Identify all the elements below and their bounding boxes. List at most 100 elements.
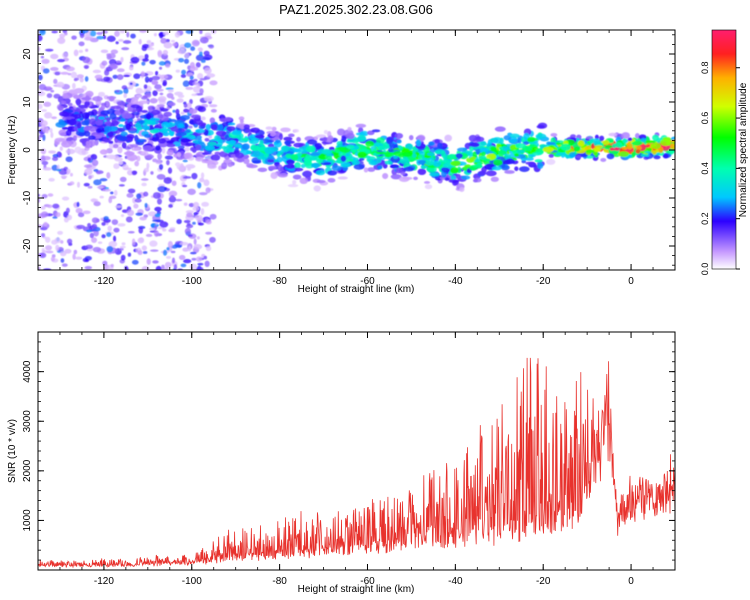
spectrogram-ridge-blob [207, 164, 217, 169]
spectrogram-noise-blob [39, 252, 47, 259]
spectrogram-ridge-blob [294, 162, 301, 169]
spectrogram-noise-blob [155, 159, 163, 165]
spectrogram-noise-blob [50, 53, 59, 60]
spectrogram-noise-blob [164, 261, 172, 269]
spectrogram-ridge-blob [87, 125, 98, 132]
spectrogram-noise-blob [57, 230, 64, 235]
spectrogram-ridge-blob [277, 173, 288, 178]
spectrogram-ridge-blob [376, 157, 382, 164]
spectrogram-noise-blob [52, 216, 58, 219]
spectrogram-noise-blob [173, 263, 178, 270]
spectrogram-ridge-blob [217, 124, 224, 132]
spectrogram-ridge-blob [493, 159, 503, 166]
spectrogram-ridge-blob [136, 138, 147, 143]
spectrogram-noise-blob [73, 49, 79, 57]
spectrogram-noise-blob [199, 177, 205, 183]
spectrogram-ridge-blob [299, 177, 308, 185]
spectrogram-noise-blob [106, 245, 114, 253]
spectrogram-ridge-blob [658, 146, 664, 153]
spectrogram-noise-blob [49, 67, 59, 71]
spectrogram-noise-blob [158, 164, 164, 170]
spectrogram-ridge-blob [483, 158, 491, 162]
spectrogram-ridge-blob [84, 144, 91, 149]
spectrogram-ridge-blob [120, 131, 128, 137]
spectrogram-ridge-blob [537, 122, 548, 129]
snr-ytick-label: 1000 [22, 509, 33, 532]
spectrogram-ridge-blob [375, 151, 387, 155]
spectrogram-ridge-blob [309, 152, 321, 157]
spectrogram-noise-blob [110, 49, 119, 55]
spectrogram-ridge-blob [499, 146, 504, 150]
spectrogram-noise-blob [141, 61, 146, 66]
spectrogram-ridge-blob [450, 160, 461, 167]
spectrogram-noise-blob [200, 116, 206, 121]
spectrogram-ridge-blob [644, 140, 655, 144]
snr-ylabel: SNR (10 * v/v) [7, 419, 18, 483]
spectrogram-ridge-blob [382, 172, 389, 180]
spectrogram-noise-blob [43, 112, 53, 119]
spectrogram-noise-blob [66, 238, 73, 245]
spectrogram-ridge-blob [214, 151, 221, 156]
spectrogram-ridge-blob [264, 147, 275, 155]
spectrogram-noise-blob [192, 86, 202, 93]
spectrogram-noise-blob [192, 221, 196, 225]
spectrogram-noise-blob [199, 36, 209, 44]
spectrogram-ridge-blob [58, 129, 68, 137]
spectrogram-ridge-blob [568, 152, 576, 158]
spectrogram-noise-blob [69, 172, 73, 177]
spectrogram-ridge-blob [231, 130, 242, 136]
snr-xtick-label: -60 [360, 576, 375, 587]
spectrogram-noise-blob [182, 184, 188, 188]
spectrogram-noise-blob [83, 34, 91, 38]
spectrogram-ridge-blob [129, 144, 139, 148]
spectrogram-ridge-blob [501, 145, 508, 152]
spectrogram-noise-blob [185, 86, 194, 90]
spectrogram-noise-blob [178, 58, 185, 63]
spectrogram-noise-blob [142, 58, 149, 62]
spectrogram-noise-blob [64, 32, 68, 36]
spectrogram-noise-blob [82, 56, 91, 64]
spectrogram-noise-blob [82, 210, 91, 215]
spectrogram-ridge-blob [512, 149, 518, 155]
spectrogram-ridge-blob [138, 119, 146, 124]
spectrogram-noise-blob [122, 40, 132, 44]
spectrogram-ridge-blob [188, 108, 198, 114]
spectrogram-noise-blob [187, 65, 191, 71]
spectrogram-ridge-blob [395, 167, 402, 174]
spectrogram-ridge-blob [311, 162, 321, 168]
spectrogram-ridge-blob [468, 134, 478, 142]
spectrogram-noise-blob [50, 89, 55, 93]
spectrogram-noise-blob [166, 159, 170, 166]
spectrogram-ridge-blob [95, 128, 103, 134]
spectrogram-noise-blob [171, 96, 175, 100]
spectrogram-noise-blob [162, 228, 167, 232]
spectrogram-ridge-blob [204, 145, 215, 151]
spectrogram-noise-blob [143, 84, 148, 89]
spectrogram-noise-blob [123, 93, 127, 98]
spectrogram-ridge-blob [142, 125, 150, 131]
spectrogram-ridge-blob [635, 149, 641, 154]
spectrogram-noise-blob [188, 125, 193, 129]
spectrogram-noise-blob [75, 256, 83, 260]
spectrogram-noise-blob [195, 54, 205, 61]
snr-ytick-label: 2000 [22, 459, 33, 482]
spectrogram-ridge-blob [585, 136, 594, 140]
spectrogram-noise-blob [159, 92, 164, 96]
spectrogram-noise-blob [171, 180, 177, 186]
spectrogram-noise-blob [166, 255, 172, 259]
spectrogram-ridge-blob [84, 101, 90, 107]
spectrogram-ridge-blob [227, 122, 236, 126]
spectrogram-ridge-blob [424, 184, 433, 190]
spectrogram-ridge-blob [238, 116, 245, 121]
spectrogram-ridge-blob [292, 174, 302, 180]
spectrogram-noise-blob [129, 82, 133, 86]
spectrogram-ridge-blob [417, 154, 424, 160]
colorbar: 0.0 0.2 0.4 0.6 0.8 Normalized spectral ampl… [700, 29, 749, 275]
spectrogram-noise-blob [93, 168, 99, 172]
spectrogram-noise-blob [190, 46, 196, 51]
spectrogram-xtick-label: -80 [272, 276, 287, 287]
spectrogram-ridge-blob [293, 128, 300, 133]
spectrogram-ridge-blob [283, 136, 293, 141]
spectrogram-noise-blob [193, 41, 200, 45]
